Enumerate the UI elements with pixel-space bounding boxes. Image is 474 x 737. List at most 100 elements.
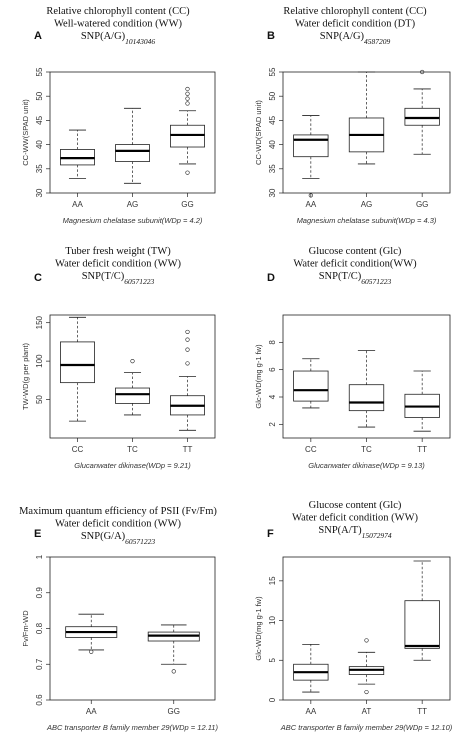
outlier-point — [185, 86, 190, 92]
snp-label: SNP(T/C)60571223 — [82, 271, 155, 286]
box-body — [348, 384, 385, 412]
y-tick-label: 0.7 — [35, 658, 44, 670]
box-cc: CC — [60, 316, 95, 454]
x-tick-label: GG — [416, 200, 428, 209]
x-tick-label: CC — [305, 445, 317, 454]
y-tick-label: 50 — [268, 91, 277, 100]
box-body — [115, 144, 150, 162]
y-tick-label: 40 — [35, 140, 44, 149]
panel-title-line: Glucose content (Glc) — [309, 500, 402, 511]
panel-title-line: Tuber fresh weight (TW) — [65, 246, 171, 257]
panel-f: Glucose content (Glc) Water deficit condi… — [254, 500, 453, 732]
y-tick-label: 50 — [35, 395, 44, 404]
snp-position: 15072974 — [362, 531, 392, 540]
y-tick-label: 0 — [268, 697, 277, 702]
outlier-point — [364, 689, 369, 695]
panel-e: Maximum quantum efficiency of PSII (Fv/F… — [19, 506, 218, 732]
x-tick-label: CC — [72, 445, 84, 454]
y-tick-label: 45 — [268, 115, 277, 124]
snp-position: 60571223 — [125, 537, 155, 546]
y-tick-label: 55 — [35, 67, 44, 76]
outlier-point — [185, 101, 190, 106]
panel-letter: A — [34, 30, 42, 42]
box-cc: CC — [293, 358, 329, 454]
box-body — [60, 341, 95, 384]
x-tick-label: TT — [417, 707, 427, 716]
x-tick-label: AA — [72, 200, 83, 209]
y-tick-label: 6 — [268, 367, 277, 372]
panel-b: Relative chlorophyll content (CC) Water d… — [254, 6, 451, 225]
y-axis-label: CC-WD(SPAD unit) — [254, 100, 263, 165]
panel-title-line: Water deficit condition (WW) — [292, 513, 418, 524]
box-body — [170, 124, 205, 148]
y-tick-label: 1 — [35, 554, 44, 559]
y-tick-label: 0.6 — [35, 694, 44, 706]
snp-label: SNP(A/G)10143046 — [81, 31, 156, 46]
y-axis-label: Fv/Fm-WD — [21, 610, 30, 647]
y-tick-label: 35 — [35, 164, 44, 173]
outlier-point — [185, 329, 190, 335]
x-axis-label: ABC transporter B family member 29(WDp =… — [280, 723, 453, 732]
panel-letter: C — [34, 272, 42, 284]
y-axis-label: TW-WD(g per plant) — [21, 343, 30, 410]
outlier-point — [185, 96, 190, 101]
box-body — [404, 107, 440, 126]
y-tick-label: 50 — [35, 91, 44, 100]
box-gg: GG — [170, 86, 205, 209]
y-tick-label: 10 — [268, 616, 277, 625]
panel-title-line: Relative chlorophyll content (CC) — [46, 6, 190, 17]
box-tt: TT — [170, 329, 205, 454]
outlier-point — [185, 170, 190, 175]
outlier-point — [89, 649, 94, 654]
box-ag: AG — [115, 107, 150, 209]
panel-title-line: Maximum quantum efficiency of PSII (Fv/F… — [19, 506, 217, 517]
x-tick-label: TC — [361, 445, 372, 454]
box-body — [293, 370, 329, 402]
panel-title-line: Water deficit condition (WW) — [55, 259, 181, 270]
snp-label: SNP(A/T)15072974 — [318, 525, 391, 540]
y-tick-label: 100 — [35, 354, 44, 368]
x-axis-label: Magnesium chelatase subunit(WDp = 4.2) — [63, 216, 203, 225]
panel-title-line: Water deficit condition (DT) — [295, 19, 416, 30]
x-axis-label: Glucanwater dikinase(WDp = 9.21) — [74, 461, 191, 470]
y-tick-label: 0.9 — [35, 587, 44, 599]
box-aa: AA — [293, 643, 329, 716]
y-tick-label: 40 — [268, 140, 277, 149]
box-tt: TT — [404, 370, 440, 454]
box-body — [115, 387, 150, 404]
snp-label: SNP(T/C)60571223 — [319, 271, 392, 286]
box-tt: TT — [404, 560, 440, 716]
panel-a: Relative chlorophyll content (CC) Well-wa… — [21, 6, 216, 225]
x-tick-label: AA — [305, 707, 316, 716]
panel-title-line: Relative chlorophyll content (CC) — [283, 6, 427, 17]
box-tc: TC — [348, 350, 385, 454]
x-tick-label: GG — [168, 707, 180, 716]
snp-label: SNP(A/G)4587209 — [320, 31, 391, 46]
x-tick-label: AT — [362, 707, 372, 716]
y-tick-label: 0.8 — [35, 622, 44, 634]
y-tick-label: 8 — [268, 340, 277, 345]
box-gg: GG — [147, 624, 200, 716]
x-tick-label: AG — [127, 200, 139, 209]
y-tick-label: 30 — [268, 188, 277, 197]
y-tick-label: 2 — [268, 422, 277, 427]
box-ag: AG — [348, 71, 385, 209]
y-tick-label: 4 — [268, 394, 277, 399]
panel-letter: E — [34, 528, 41, 540]
y-tick-label: 150 — [35, 315, 44, 329]
x-tick-label: GG — [181, 200, 193, 209]
outlier-point — [130, 359, 135, 364]
x-tick-label: TT — [183, 445, 193, 454]
panel-title-line: Water deficit condition (WW) — [55, 519, 181, 530]
outlier-point — [420, 69, 425, 75]
panel-title-line: Well-watered condition (WW) — [54, 19, 183, 30]
snp-position: 10143046 — [125, 37, 155, 46]
y-tick-label: 55 — [268, 67, 277, 76]
x-tick-label: AG — [361, 200, 373, 209]
outlier-point — [185, 91, 190, 96]
y-tick-label: 35 — [268, 164, 277, 173]
panel-letter: B — [267, 30, 275, 42]
box-aa: AA — [65, 613, 118, 716]
panel-letter: F — [267, 528, 274, 540]
